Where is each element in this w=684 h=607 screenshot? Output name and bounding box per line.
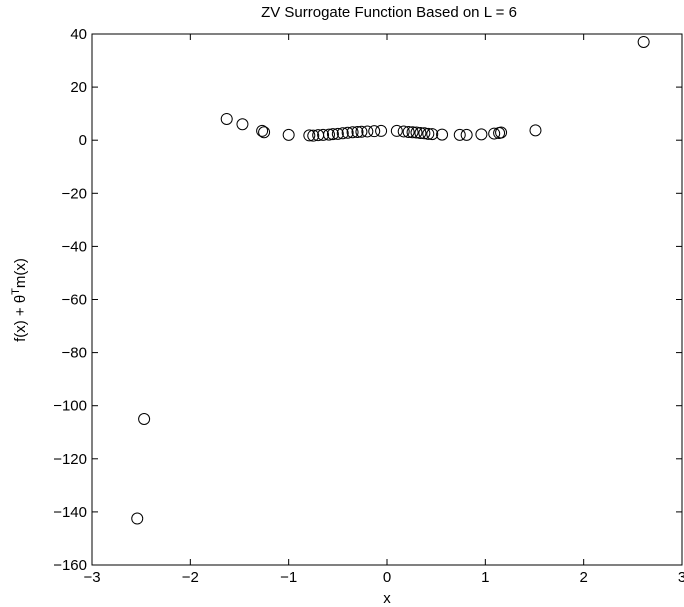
data-point [258,126,271,139]
data-point [410,126,423,139]
plot-frame [91,33,683,566]
y-tick-label: −160 [53,557,87,574]
data-point [397,125,410,138]
y-tick-label: −40 [62,238,87,255]
y-tick-label: −80 [62,345,87,362]
data-point [529,124,542,137]
data-point [406,126,419,139]
x-axis-label: x [383,590,391,607]
data-point [368,125,381,138]
y-tick-label: −120 [53,451,87,468]
data-point [282,128,295,141]
data-point [361,125,374,138]
data-point [375,124,388,137]
data-point [453,128,466,141]
data-point [475,128,488,141]
data-point [436,128,449,141]
x-tick-label: −3 [83,569,100,586]
x-tick-label: 2 [579,569,587,586]
data-point [460,128,473,141]
data-point [331,127,344,140]
data-point [336,127,349,140]
tick-marks [91,33,683,566]
data-point [326,128,339,141]
y-tick-label: −20 [62,185,87,202]
data-points [131,35,650,525]
y-tick-labels: −160 −140 −120 −100 −80 −60 −40 −20 0 20 40 [53,26,87,574]
chart-title: ZV Surrogate Function Based on L = 6 [261,4,517,21]
data-point [495,126,508,139]
data-point [256,124,269,137]
data-point [341,126,354,139]
data-point [131,512,144,525]
y-axis-label-sup: T [10,288,22,295]
y-tick-label: −100 [53,398,87,415]
x-tick-labels: −3 −2 −1 0 1 2 3 [83,569,684,586]
y-tick-label: 20 [70,79,87,96]
x-tick-label: 0 [383,569,391,586]
data-point [236,118,249,131]
data-point [488,127,501,140]
y-axis-label: f(x) + θTm(x) [10,258,29,342]
data-point [426,128,439,141]
data-point [346,126,359,139]
x-tick-label: −1 [280,569,297,586]
data-point [637,35,650,48]
data-point [418,127,431,140]
y-tick-label: 40 [70,26,87,43]
y-tick-label: −60 [62,292,87,309]
data-point [317,128,330,141]
data-point [322,128,335,141]
x-tick-label: 3 [678,569,684,586]
y-axis-label-pre: f(x) + [12,303,29,342]
data-point [220,112,233,125]
data-point [390,124,403,137]
x-tick-label: 1 [481,569,489,586]
y-axis-label-post: m(x) [12,258,29,288]
data-point [422,127,435,140]
data-point [351,125,364,138]
data-point [414,127,427,140]
data-point [138,412,151,425]
y-tick-label: −140 [53,504,87,521]
x-tick-label: −2 [182,569,199,586]
y-axis-label-theta: θ [12,295,29,303]
data-point [355,125,368,138]
data-point [303,129,316,142]
data-point [402,125,415,138]
y-tick-label: 0 [79,132,87,149]
data-point [307,129,320,142]
